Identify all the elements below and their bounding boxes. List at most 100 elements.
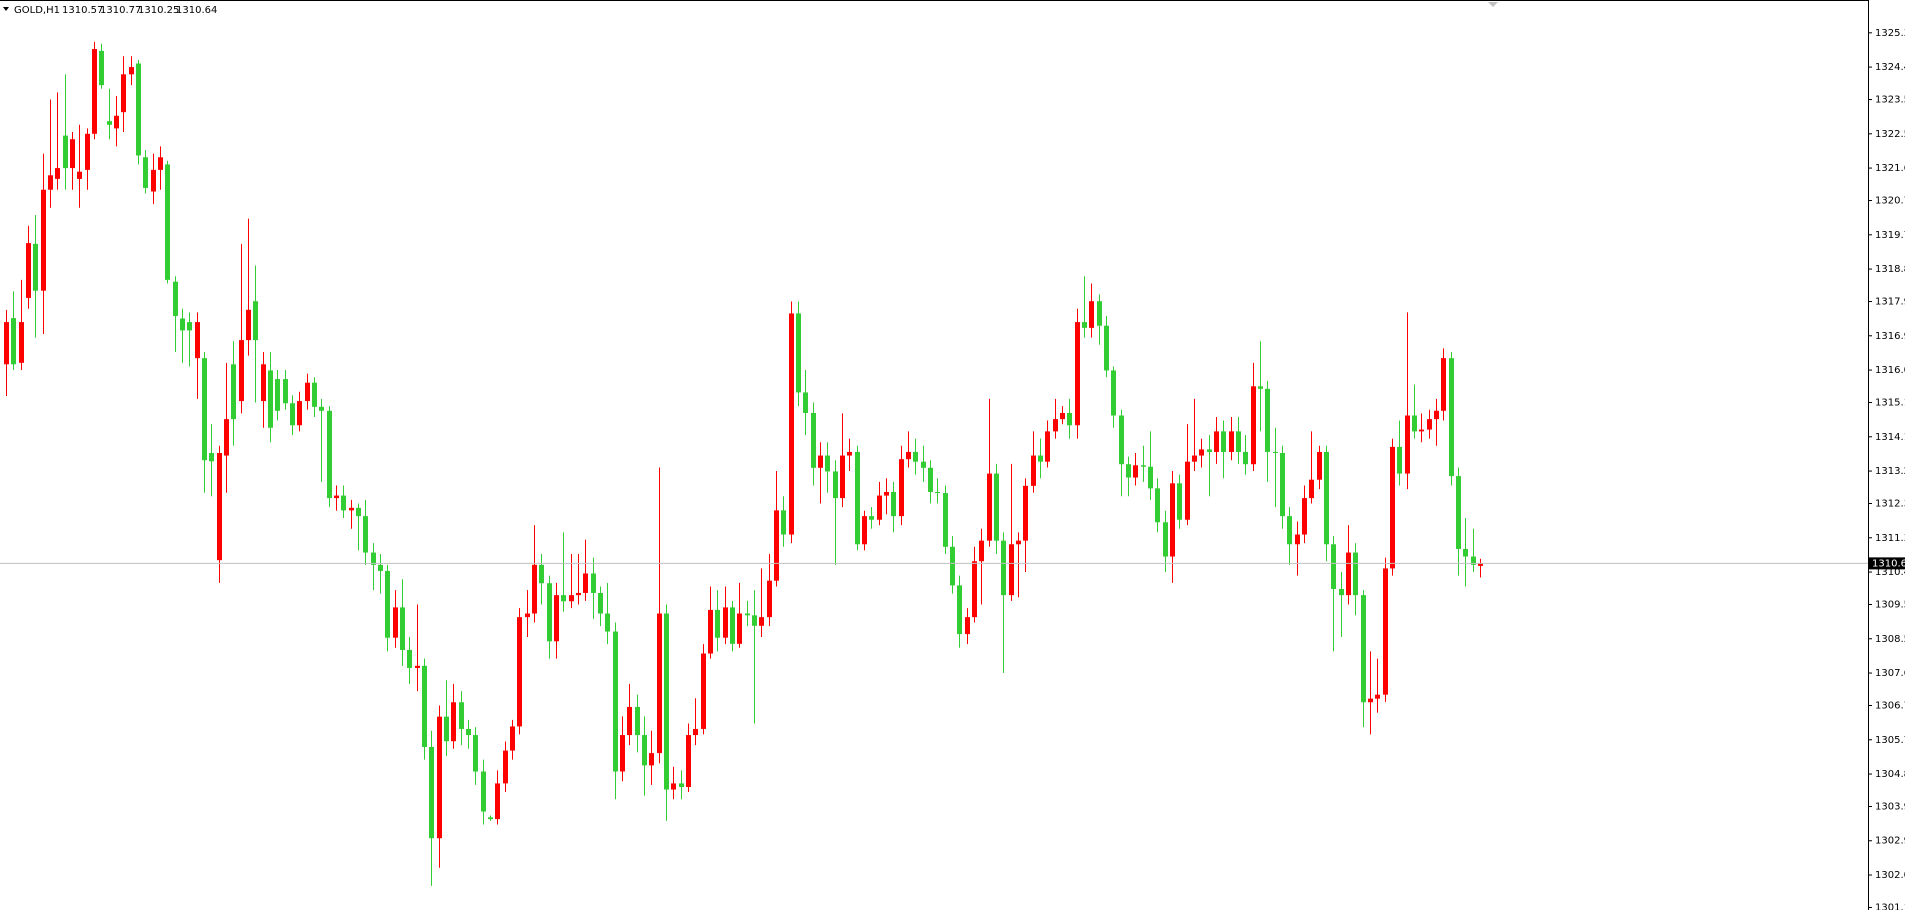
candle-body xyxy=(1383,568,1388,695)
candle-body xyxy=(41,189,46,291)
candle-body xyxy=(107,121,112,125)
candle-body xyxy=(334,495,339,499)
candle-body xyxy=(583,573,588,593)
candle-body xyxy=(957,585,962,635)
candle-body xyxy=(297,401,302,426)
y-tick-label: 1311.35 xyxy=(1875,533,1905,544)
candle-body xyxy=(187,322,192,331)
candle-body xyxy=(202,358,207,461)
candle-body xyxy=(1089,301,1094,328)
candle-body xyxy=(114,115,119,129)
candle-body xyxy=(701,653,706,729)
y-tick-label: 1302.00 xyxy=(1875,870,1905,881)
candle-body xyxy=(1229,431,1234,452)
candle-body xyxy=(730,607,735,644)
candle-body xyxy=(85,133,90,170)
candle-body xyxy=(437,716,442,839)
candle-body xyxy=(1419,429,1424,432)
candle-body xyxy=(884,491,889,496)
candle-body xyxy=(290,403,295,426)
candle-body xyxy=(429,746,434,839)
y-tick-label: 1302.95 xyxy=(1875,836,1905,847)
candle-body xyxy=(239,340,244,402)
y-tick-label: 1321.60 xyxy=(1875,163,1905,174)
candle-body xyxy=(11,318,16,365)
candle-body xyxy=(649,753,654,766)
candle-body xyxy=(261,364,266,402)
candle-body xyxy=(708,609,713,654)
candle-body xyxy=(356,507,361,517)
candle-body xyxy=(378,564,383,571)
candle-body xyxy=(275,379,280,411)
candle-body xyxy=(657,613,662,754)
candle-body xyxy=(26,243,31,298)
y-tick-label: 1312.30 xyxy=(1875,499,1905,510)
candle-body xyxy=(928,467,933,492)
candle-body xyxy=(620,735,625,772)
candle-body xyxy=(1045,431,1050,462)
candle-body xyxy=(1133,465,1138,478)
candle-body xyxy=(752,615,757,626)
candle-body xyxy=(517,617,522,727)
candle-body xyxy=(935,491,940,494)
candle-body xyxy=(950,546,955,586)
y-tick-label: 1305.75 xyxy=(1875,735,1905,746)
candle-body xyxy=(1126,464,1131,478)
candle-body xyxy=(1478,563,1483,566)
y-tick-label: 1307.60 xyxy=(1875,668,1905,679)
last-open: 1310.57 xyxy=(62,5,103,16)
candle-body xyxy=(686,735,691,788)
candle-body xyxy=(422,665,427,747)
candle-body xyxy=(385,570,390,638)
candle-body xyxy=(1111,370,1116,416)
candle-body xyxy=(158,157,163,170)
candle-body xyxy=(415,665,420,668)
candle-body xyxy=(1207,449,1212,452)
candle-body xyxy=(642,735,647,766)
candle-body xyxy=(341,495,346,511)
candle-body xyxy=(253,301,258,341)
candle-body xyxy=(495,783,500,820)
candle-body xyxy=(488,817,493,820)
candle-body xyxy=(987,473,992,541)
candle-body xyxy=(847,451,852,456)
candle-body xyxy=(1119,415,1124,465)
y-tick-label: 1320.70 xyxy=(1875,196,1905,207)
candle-body xyxy=(913,451,918,462)
candle-body xyxy=(943,493,948,547)
candle-body xyxy=(862,516,867,545)
candle-body xyxy=(165,164,170,280)
candle-body xyxy=(972,561,977,618)
candle-body xyxy=(217,453,222,561)
candle-body xyxy=(759,617,764,626)
candle-body xyxy=(1031,455,1036,486)
candle-body xyxy=(246,309,251,341)
candle-body xyxy=(1097,301,1102,326)
candle-body xyxy=(1221,431,1226,452)
candle-body xyxy=(319,406,324,411)
candle-body xyxy=(627,706,632,736)
candle-body xyxy=(664,613,669,790)
candle-body xyxy=(1405,415,1410,474)
candle-body xyxy=(1214,431,1219,452)
candle-body xyxy=(444,716,449,742)
y-tick-label: 1317.90 xyxy=(1875,297,1905,308)
candle-body xyxy=(48,175,53,190)
candle-body xyxy=(1339,588,1344,596)
candle-body xyxy=(1192,455,1197,462)
candle-body xyxy=(1287,516,1292,545)
candle-body xyxy=(635,706,640,736)
candle-body xyxy=(473,735,478,772)
y-tick-label: 1316.00 xyxy=(1875,365,1905,376)
candle-body xyxy=(1185,461,1190,520)
candle-body xyxy=(481,771,486,812)
candle-body xyxy=(1163,522,1168,557)
candle-body xyxy=(1368,698,1373,703)
candle-body xyxy=(869,516,874,520)
candle-body xyxy=(268,370,273,428)
candle-body xyxy=(723,607,728,638)
menu-arrow xyxy=(3,7,9,11)
y-tick-label: 1313.20 xyxy=(1875,466,1905,477)
candle-body xyxy=(811,412,816,468)
